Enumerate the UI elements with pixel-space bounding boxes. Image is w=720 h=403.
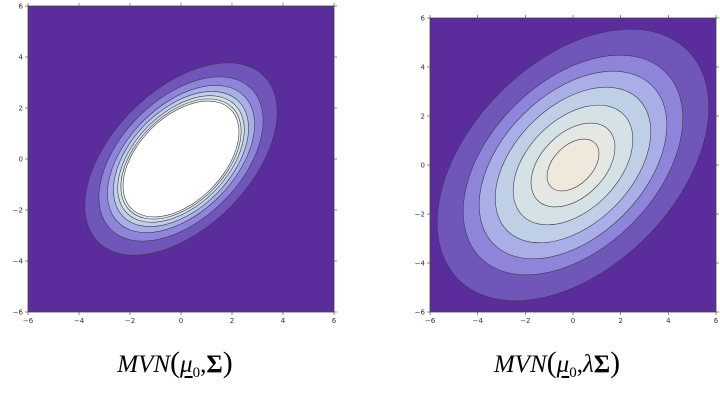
y-tick-label: −6	[415, 309, 426, 317]
caption-left: MVN(μ0,Σ)	[117, 346, 233, 381]
x-tick-label: −2	[520, 317, 530, 325]
x-tick-label: 0	[571, 317, 575, 325]
y-tick-label: 2	[421, 113, 425, 121]
x-tick-label: 2	[618, 317, 622, 325]
y-tick-label: −2	[13, 207, 23, 215]
contour-plot-right: −6 −4 −2 0 2 4 6 −6 −4 −2 0 2 4 6	[415, 15, 719, 325]
y-tick-label: 0	[19, 156, 23, 164]
contour-level-7	[546, 138, 600, 192]
x-tick-label: −2	[125, 317, 135, 325]
caption-right-func: MVN	[493, 351, 547, 378]
contour-peak	[125, 103, 237, 215]
caption-left-mu: μ	[180, 351, 193, 378]
caption-right-sub: 0	[569, 365, 577, 381]
x-tick-label: −4	[473, 317, 484, 325]
contour-plot-left: −6 −4 −2 0 2 4 6 −6 −4 −2 0 2 4 6	[13, 3, 337, 325]
x-tick-label: −6	[23, 317, 34, 325]
caption-right: MVN(μ0,λΣ)	[493, 346, 621, 381]
y-tick-label: 6	[19, 3, 24, 11]
y-tick-label: −4	[415, 260, 426, 268]
x-tick-label: −6	[425, 317, 436, 325]
x-tick-label: 4	[281, 317, 286, 325]
caption-left-sub: 0	[192, 365, 201, 381]
x-tick-label: 2	[230, 317, 234, 325]
x-tick-label: 6	[714, 317, 719, 325]
caption-right-lambda: λ	[582, 351, 594, 378]
x-tick-label: 6	[332, 317, 337, 325]
caption-right-sigma: Σ	[593, 351, 611, 378]
y-tick-label: 4	[19, 54, 24, 62]
y-tick-label: −4	[13, 258, 24, 266]
x-tick-label: 0	[179, 317, 183, 325]
y-tick-label: −6	[13, 309, 24, 317]
x-tick-label: −4	[74, 317, 85, 325]
y-tick-label: −2	[415, 211, 425, 219]
y-tick-label: 0	[421, 162, 425, 170]
y-tick-label: 4	[421, 64, 426, 72]
y-tick-label: 6	[421, 15, 426, 23]
caption-left-func: MVN	[117, 351, 171, 378]
y-tick-label: 2	[19, 105, 23, 113]
x-tick-label: 4	[666, 317, 671, 325]
caption-left-sigma: Σ	[206, 351, 223, 378]
caption-right-mu: μ	[556, 351, 570, 378]
caption-right-comma: ,	[576, 351, 583, 378]
caption-left-comma: ,	[200, 351, 207, 378]
